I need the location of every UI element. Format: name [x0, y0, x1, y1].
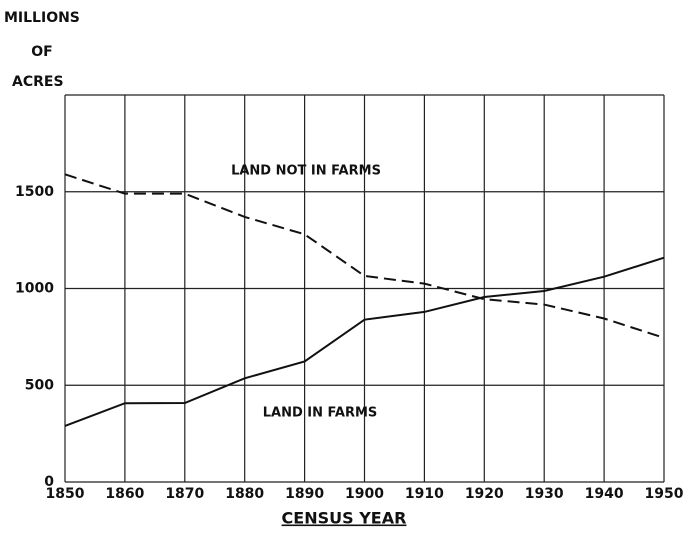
annotation: LAND IN FARMS: [263, 406, 378, 421]
x-tick-label: 1860: [105, 486, 144, 502]
x-tick-label: 1890: [285, 486, 324, 502]
y-tick-label: 0: [44, 474, 54, 490]
annotation: LAND NOT IN FARMS: [231, 164, 381, 179]
y-axis-label: ACRES: [12, 74, 64, 90]
series-line: [64, 256, 665, 427]
y-tick-label: 1500: [15, 184, 54, 200]
x-tick-label: 1940: [585, 486, 624, 502]
x-axis-label: CENSUS YEAR: [282, 509, 407, 528]
x-tick-label: 1880: [225, 486, 264, 502]
y-tick-label: 500: [25, 377, 54, 393]
x-tick-label: 1950: [645, 486, 684, 502]
y-axis-label: MILLIONS: [4, 10, 80, 26]
x-tick-label: 1930: [525, 486, 564, 502]
x-tick-label: 1920: [465, 486, 504, 502]
y-axis-label: OF: [31, 44, 52, 60]
y-tick-label: 1000: [15, 281, 54, 297]
series-line: [64, 173, 665, 339]
x-tick-label: 1900: [345, 486, 384, 502]
x-tick-label: 1910: [405, 486, 444, 502]
x-tick-label: 1870: [165, 486, 204, 502]
x-tick-label: 1850: [46, 486, 85, 502]
